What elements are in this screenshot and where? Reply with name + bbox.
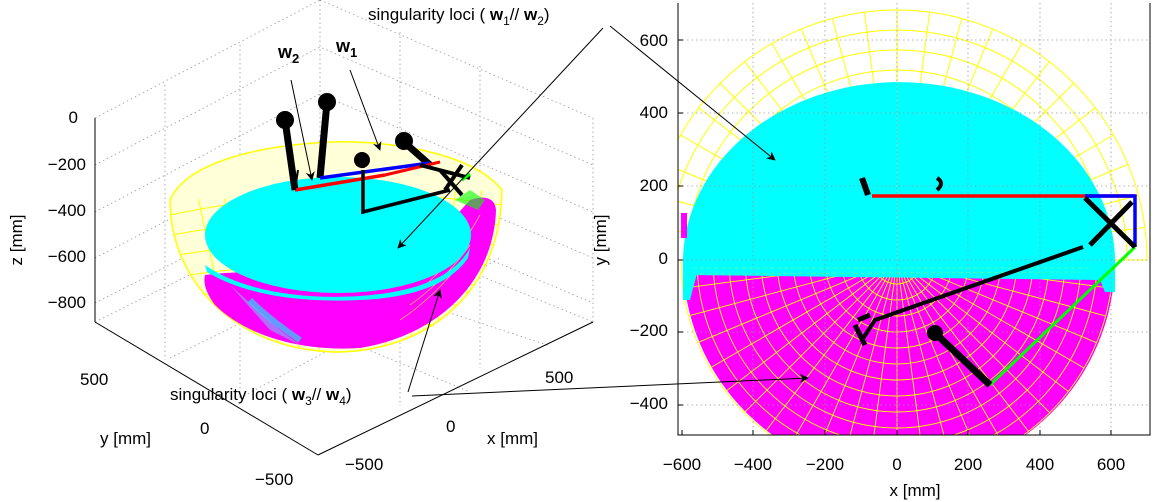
- right-2d-plot: −600 −400 −200 0 200 400 600 x [mm] 600 …: [591, 3, 1151, 500]
- right-x-tick: 0: [892, 455, 901, 474]
- left-x-ticks: −500 0 500: [345, 368, 573, 474]
- annotation-bottom: singularity loci ( w3// w4): [170, 289, 809, 408]
- right-y-tick: −400: [630, 394, 668, 413]
- annotation-bottom-a-sub: 3: [305, 394, 312, 408]
- annotation-top: singularity loci ( w1// w2): [368, 5, 776, 249]
- left-x-label: x [mm]: [487, 429, 538, 448]
- annotation-top-a: w: [489, 5, 504, 24]
- svg-text:singularity loci ( w3// w4): singularity loci ( w3// w4): [170, 385, 352, 408]
- left-y-tick: −500: [255, 470, 293, 489]
- left-x-tick: −500: [345, 455, 383, 474]
- right-robot-links: [852, 176, 1137, 388]
- right-y-tick: 400: [640, 103, 668, 122]
- left-y-tick: 500: [80, 370, 108, 389]
- vector-labels: w2 w1: [277, 36, 382, 181]
- right-x-tick: −600: [663, 455, 701, 474]
- right-x-ticks: −600 −400 −200 0 200 400 600: [663, 455, 1125, 474]
- annotation-top-a-sub: 1: [503, 14, 510, 28]
- right-y-label: y [mm]: [591, 215, 610, 266]
- right-x-tick: −200: [806, 455, 844, 474]
- right-y-tick: −200: [630, 321, 668, 340]
- right-magenta-region: [680, 259, 1115, 435]
- right-x-tick: 200: [954, 455, 982, 474]
- left-z-ticks: 0 −200 −400 −600 −800: [48, 108, 86, 312]
- annotation-bottom-b: w: [325, 385, 340, 404]
- annotation-top-sep: //: [510, 5, 524, 24]
- left-z-tick: −200: [48, 155, 86, 174]
- left-z-tick: −600: [48, 247, 86, 266]
- left-x-tick: 0: [446, 417, 455, 436]
- left-z-tick: −400: [48, 201, 86, 220]
- right-y-tick: 200: [640, 176, 668, 195]
- left-z-label: z [mm]: [7, 215, 26, 266]
- w1-label-sub: 1: [350, 45, 357, 60]
- left-robot-links: [276, 93, 471, 215]
- right-y-tick: 600: [640, 31, 668, 50]
- annotation-bottom-b-sub: 4: [339, 394, 346, 408]
- left-z-tick: −800: [48, 293, 86, 312]
- svg-text:w1: w1: [335, 36, 357, 60]
- right-x-tick: 600: [1097, 455, 1125, 474]
- right-x-tick: −400: [734, 455, 772, 474]
- left-3d-plot: 0 −200 −400 −600 −800 z [mm] 500 0 −500 …: [7, 0, 594, 489]
- annotation-top-prefix: singularity loci (: [368, 5, 490, 24]
- left-z-tick: 0: [69, 108, 78, 127]
- annotation-bottom-suffix: ): [346, 385, 352, 404]
- annotation-top-b: w: [523, 5, 538, 24]
- w2-label-sub: 2: [292, 51, 299, 66]
- right-y-tick: 0: [659, 249, 668, 268]
- annotation-bottom-sep: //: [312, 385, 326, 404]
- w2-label: w: [277, 42, 293, 62]
- right-x-label: x [mm]: [890, 481, 941, 500]
- right-y-ticks: 600 400 200 0 −200 −400: [630, 31, 668, 413]
- left-cyan-region: [205, 177, 471, 293]
- annotation-top-suffix: ): [544, 5, 550, 24]
- svg-text:singularity loci ( w1// w2): singularity loci ( w1// w2): [368, 5, 550, 28]
- left-x-tick: 500: [545, 368, 573, 387]
- w1-label: w: [335, 36, 351, 56]
- right-x-tick: 400: [1026, 455, 1054, 474]
- left-y-ticks: 500 0 −500: [80, 370, 293, 489]
- left-y-tick: 0: [200, 419, 209, 438]
- annotation-bottom-prefix: singularity loci (: [170, 385, 292, 404]
- left-y-label: y [mm]: [100, 429, 151, 448]
- svg-text:w2: w2: [277, 42, 299, 66]
- annotation-bottom-a: w: [291, 385, 306, 404]
- annotation-top-b-sub: 2: [537, 14, 544, 28]
